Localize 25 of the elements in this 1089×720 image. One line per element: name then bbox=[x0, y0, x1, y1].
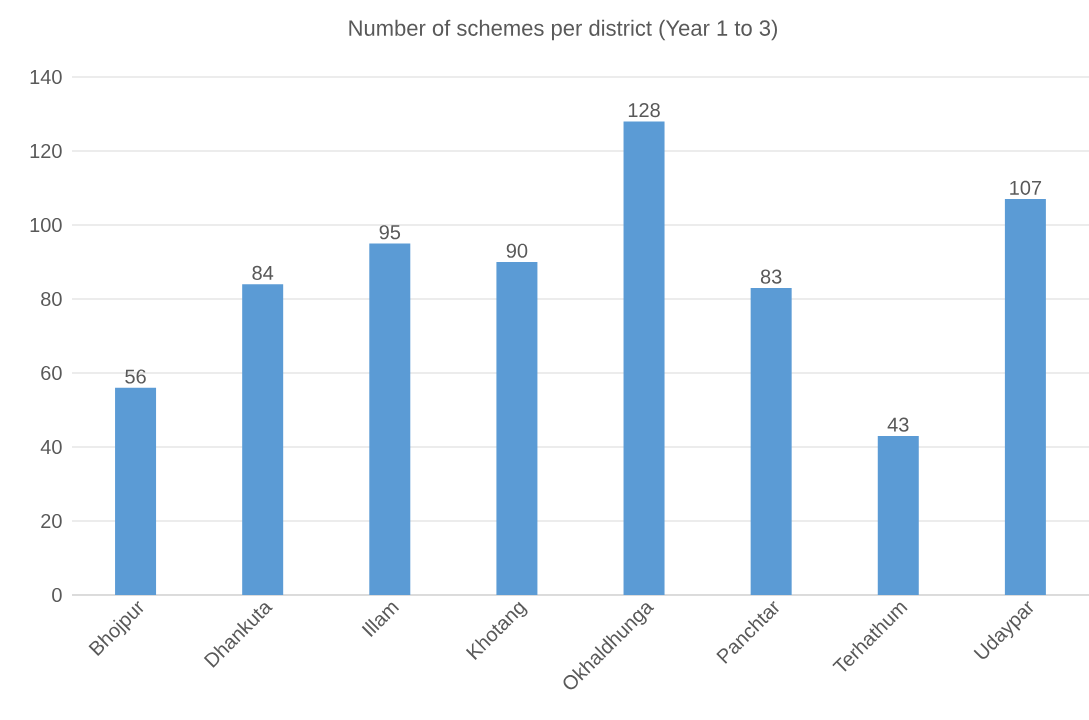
bar bbox=[115, 387, 157, 595]
bar bbox=[496, 262, 538, 595]
data-label: 83 bbox=[760, 269, 782, 284]
y-tick-label: 140 bbox=[30, 69, 62, 85]
data-label: 90 bbox=[506, 243, 528, 258]
data-label: 43 bbox=[887, 417, 909, 432]
y-tick-label: 60 bbox=[41, 365, 62, 381]
y-tick-label: 20 bbox=[41, 513, 62, 529]
y-tick-label: 100 bbox=[30, 217, 62, 233]
bar bbox=[623, 121, 665, 595]
bar bbox=[877, 435, 919, 595]
data-label: 128 bbox=[628, 103, 660, 118]
data-label: 107 bbox=[1010, 180, 1042, 195]
y-tick-label: 0 bbox=[52, 587, 62, 603]
bar bbox=[369, 243, 411, 595]
data-label: 56 bbox=[125, 369, 146, 384]
data-label: 95 bbox=[379, 225, 401, 240]
y-tick-label: 120 bbox=[30, 143, 62, 159]
y-tick-label: 80 bbox=[41, 291, 62, 307]
y-tick-label: 40 bbox=[40, 439, 62, 455]
data-label: 84 bbox=[252, 265, 274, 280]
bar bbox=[1004, 199, 1046, 595]
bar bbox=[750, 287, 792, 595]
chart-title: Number of schemes per district (Year 1 to 3) bbox=[349, 19, 777, 41]
bar bbox=[242, 284, 284, 595]
